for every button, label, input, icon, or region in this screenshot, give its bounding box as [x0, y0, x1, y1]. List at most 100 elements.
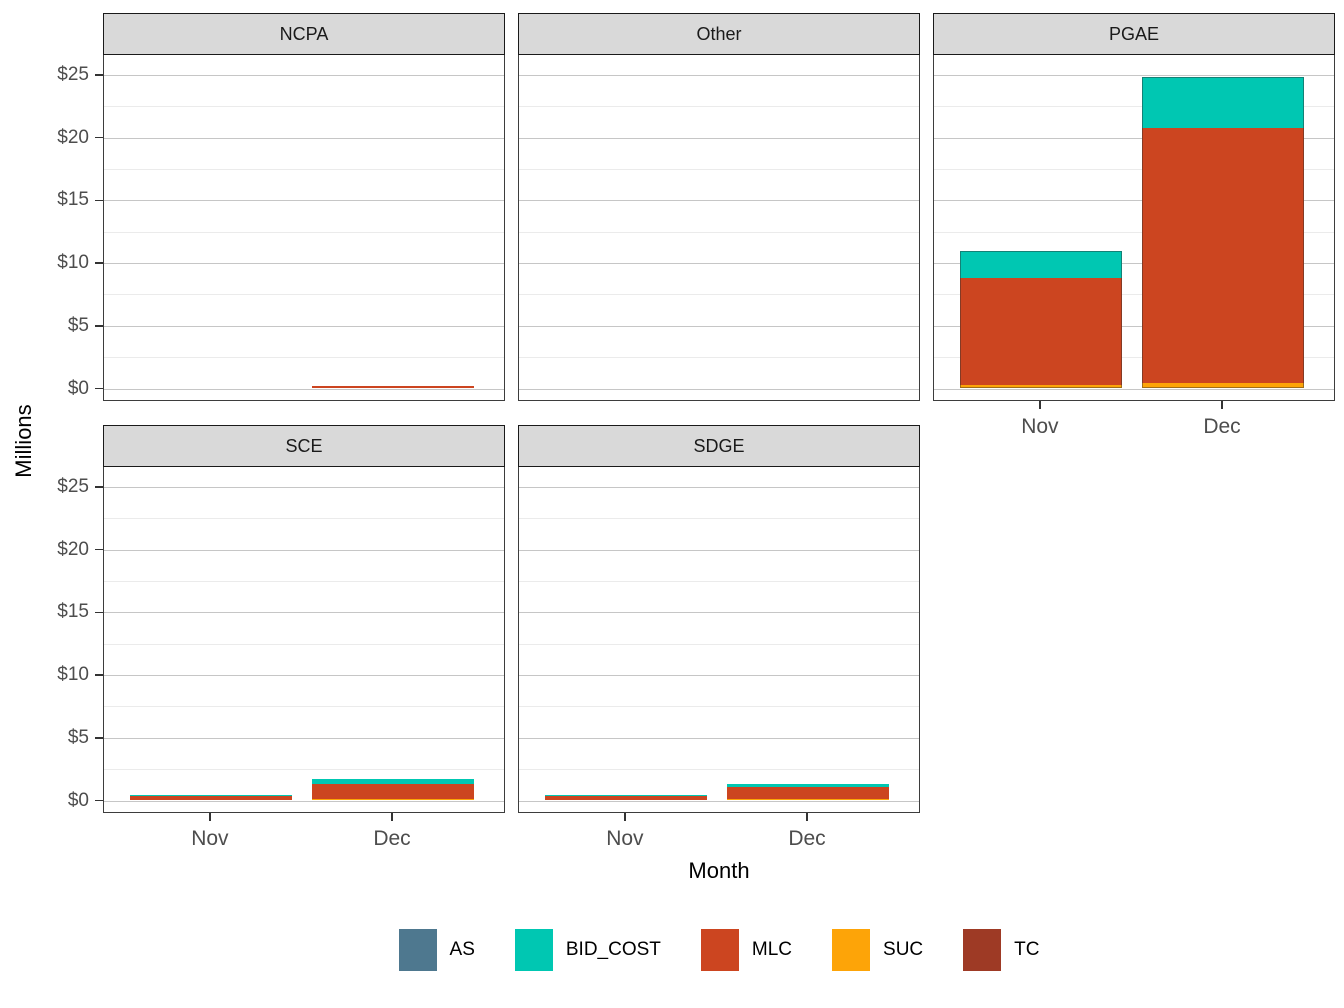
- minor-gridline: [104, 518, 504, 520]
- minor-gridline: [104, 357, 504, 359]
- major-gridline: [934, 200, 1334, 202]
- minor-gridline: [519, 518, 919, 520]
- major-gridline: [519, 675, 919, 677]
- bar-ncpa-dec: [311, 386, 475, 388]
- plot-panel: [103, 467, 505, 813]
- bar-sdge-dec: [726, 783, 890, 800]
- minor-gridline: [519, 706, 919, 708]
- minor-gridline: [104, 643, 504, 645]
- x-axis-title: Month: [688, 858, 750, 883]
- facet-strip: Other: [518, 13, 920, 55]
- minor-gridline: [519, 231, 919, 233]
- segment-suc: [311, 798, 475, 800]
- minor-gridline: [519, 294, 919, 296]
- y-axis-tick: [95, 199, 103, 202]
- major-gridline: [519, 263, 919, 265]
- bar-sce-dec: [311, 778, 475, 800]
- major-gridline: [519, 200, 919, 202]
- y-axis-tick-label: $20: [57, 538, 89, 560]
- major-gridline: [934, 137, 1334, 139]
- y-axis-title: Millions: [11, 404, 36, 478]
- minor-gridline: [519, 769, 919, 771]
- major-gridline: [104, 200, 504, 202]
- segment-mlc: [544, 796, 708, 800]
- major-gridline: [104, 75, 504, 77]
- facet-strip: SDGE: [518, 425, 920, 467]
- major-gridline: [934, 325, 1334, 327]
- segment-bid_cost: [959, 250, 1123, 279]
- major-gridline: [519, 612, 919, 614]
- minor-gridline: [934, 106, 1334, 108]
- y-axis-tick: [95, 136, 103, 139]
- facet-strip-label: SCE: [285, 435, 323, 456]
- minor-gridline: [519, 169, 919, 171]
- facet-ncpa: NCPA $0 $5 $10 $15 $20 $25: [57, 13, 505, 401]
- legend: AS BID_COST MLC SUC TC: [103, 929, 1335, 971]
- segment-mlc: [129, 796, 293, 800]
- x-axis-tick-label: Dec: [788, 827, 826, 850]
- major-gridline: [104, 549, 504, 551]
- plot-panel: [518, 55, 920, 401]
- y-axis-tick-label: $0: [67, 789, 89, 811]
- legend-item-bid_cost: BID_COST: [514, 929, 661, 971]
- segment-mlc: [311, 783, 475, 799]
- y-axis-tick: [95, 737, 103, 739]
- y-axis-tick: [95, 486, 103, 488]
- y-axis-tick: [95, 262, 103, 264]
- minor-gridline: [934, 169, 1334, 171]
- major-gridline: [519, 549, 919, 551]
- y-axis-tick-label: $20: [57, 126, 89, 148]
- major-gridline: [519, 137, 919, 139]
- segment-suc: [1141, 382, 1305, 388]
- x-axis-tick-label: Nov: [191, 827, 229, 850]
- segment-mlc: [726, 787, 890, 800]
- major-gridline: [934, 263, 1334, 265]
- major-gridline: [104, 137, 504, 139]
- legend-key-swatch: [700, 929, 739, 971]
- y-axis-tick: [95, 74, 103, 76]
- bar-sdge-nov: [544, 794, 708, 800]
- minor-gridline: [519, 357, 919, 359]
- legend-label: SUC: [883, 939, 924, 960]
- y-axis-tick: [95, 325, 103, 327]
- minor-gridline: [104, 706, 504, 708]
- plot-panel: [933, 55, 1335, 401]
- segment-suc: [959, 385, 1123, 388]
- segment-bid_cost: [129, 794, 293, 797]
- y-axis-tick-label: $15: [57, 601, 89, 623]
- x-axis-tick-label: Nov: [606, 827, 644, 850]
- y-axis-tick-label: $15: [57, 189, 89, 211]
- legend-label: TC: [1014, 939, 1040, 960]
- legend-label: BID_COST: [565, 939, 661, 960]
- segment-bid_cost: [726, 783, 890, 788]
- legend-key-swatch: [963, 929, 1002, 971]
- facet-strip-label: Other: [696, 23, 742, 44]
- major-gridline: [104, 737, 504, 739]
- facet-strip-label: SDGE: [693, 435, 745, 456]
- major-gridline: [934, 75, 1334, 77]
- bar-pgae-nov: [959, 250, 1123, 388]
- y-axis-tick-label: $25: [57, 64, 89, 86]
- minor-gridline: [519, 643, 919, 645]
- minor-gridline: [519, 106, 919, 108]
- x-axis-tick: [806, 813, 808, 821]
- y-axis-tick: [95, 674, 103, 676]
- legend-key-swatch: [514, 929, 553, 971]
- segment-bid_cost: [544, 794, 708, 797]
- major-gridline: [519, 800, 919, 802]
- major-gridline: [519, 325, 919, 327]
- minor-gridline: [104, 581, 504, 583]
- major-gridline: [104, 800, 504, 802]
- major-gridline: [104, 388, 504, 390]
- segment-mlc: [311, 386, 475, 388]
- minor-gridline: [934, 357, 1334, 359]
- bar-pgae-dec: [1141, 76, 1305, 388]
- y-axis-tick: [95, 799, 103, 802]
- major-gridline: [519, 737, 919, 739]
- legend-label: MLC: [751, 939, 793, 960]
- y-axis-tick: [95, 387, 103, 390]
- facet-strip: SCE: [103, 425, 505, 467]
- facet-strip: NCPA: [103, 13, 505, 55]
- plot-panel: [518, 467, 920, 813]
